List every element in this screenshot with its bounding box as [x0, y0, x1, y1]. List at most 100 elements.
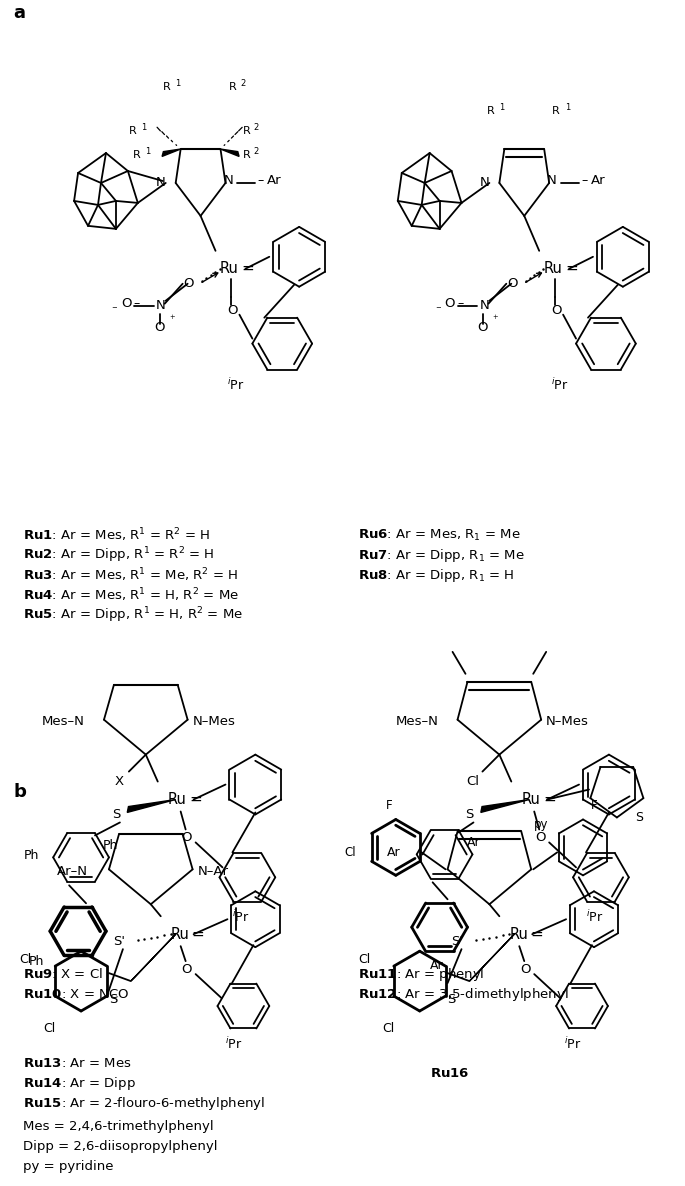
Text: Mes–N: Mes–N — [42, 715, 85, 728]
Text: N: N — [155, 299, 166, 312]
Text: 2: 2 — [253, 147, 259, 155]
Text: O: O — [153, 321, 164, 334]
Text: F: F — [591, 799, 597, 812]
Text: 1: 1 — [145, 147, 150, 155]
Text: =: = — [192, 926, 204, 942]
Text: R: R — [242, 149, 250, 160]
Text: Ru: Ru — [543, 261, 562, 276]
Text: O: O — [182, 831, 192, 844]
Text: Cl: Cl — [344, 846, 356, 859]
Text: $^{-}$: $^{-}$ — [111, 306, 118, 315]
Polygon shape — [221, 149, 239, 157]
Text: O: O — [477, 321, 488, 334]
Text: O: O — [521, 963, 531, 976]
Text: $\mathbf{Ru16}$: $\mathbf{Ru16}$ — [429, 1067, 469, 1080]
Text: O: O — [121, 298, 132, 311]
Polygon shape — [470, 935, 514, 981]
Text: Ar: Ar — [267, 174, 282, 187]
Text: S': S' — [451, 935, 464, 948]
Text: $\mathbf{Ru13}$: Ar = Mes: $\mathbf{Ru13}$: Ar = Mes — [23, 1058, 132, 1071]
Text: Ru: Ru — [171, 926, 190, 942]
Text: $\mathbf{Ru15}$: Ar = 2-flouro-6-methylphenyl: $\mathbf{Ru15}$: Ar = 2-flouro-6-methylp… — [23, 1096, 265, 1112]
Text: R: R — [133, 149, 140, 160]
Text: Cl: Cl — [466, 776, 479, 788]
Text: N–Mes: N–Mes — [546, 715, 589, 728]
Text: $^{i}$Pr: $^{i}$Pr — [227, 377, 245, 394]
Text: Cl: Cl — [43, 1022, 55, 1035]
Text: N: N — [547, 174, 557, 187]
Text: Ar: Ar — [387, 846, 401, 859]
Text: Ru: Ru — [219, 261, 238, 276]
Text: S: S — [447, 993, 456, 1006]
Text: R: R — [229, 82, 236, 93]
Text: Cl: Cl — [19, 952, 32, 965]
Text: $\mathbf{Ru3}$: Ar = Mes, R$^1$ = Me, R$^2$ = H: $\mathbf{Ru3}$: Ar = Mes, R$^1$ = Me, R$… — [23, 566, 238, 584]
Text: S': S' — [113, 935, 125, 948]
Text: 2: 2 — [253, 122, 259, 132]
Text: $\mathbf{Ru5}$: Ar = Dipp, R$^1$ = H, R$^2$ = Me: $\mathbf{Ru5}$: Ar = Dipp, R$^1$ = H, R$… — [23, 605, 244, 625]
Text: =: = — [530, 926, 543, 942]
Text: Ru: Ru — [521, 792, 540, 806]
Polygon shape — [162, 149, 181, 157]
Text: R: R — [163, 82, 171, 93]
Text: $^{-}$: $^{-}$ — [434, 306, 442, 315]
Text: $\mathbf{Ru10}$: X = NCO: $\mathbf{Ru10}$: X = NCO — [23, 988, 129, 1001]
Text: S: S — [112, 808, 121, 821]
Text: $\mathbf{Ru12}$: Ar = 3,5-dimethylphenyl: $\mathbf{Ru12}$: Ar = 3,5-dimethylphenyl — [358, 986, 569, 1002]
Text: R: R — [129, 126, 136, 136]
Text: X: X — [115, 776, 124, 788]
Text: $^{i}$Pr: $^{i}$Pr — [225, 1037, 243, 1052]
Text: R: R — [552, 106, 560, 116]
Text: =: = — [565, 261, 578, 276]
Text: $^{i}$Pr: $^{i}$Pr — [551, 377, 569, 394]
Text: N: N — [479, 299, 489, 312]
Text: $^{+}$: $^{+}$ — [493, 314, 499, 325]
Text: 1: 1 — [499, 103, 505, 111]
Text: Ar: Ar — [591, 174, 606, 187]
Text: 1: 1 — [141, 122, 146, 132]
Text: R: R — [486, 106, 494, 116]
Text: Ph: Ph — [28, 955, 44, 968]
Text: S: S — [635, 811, 643, 824]
Text: =: = — [190, 792, 202, 806]
Polygon shape — [127, 799, 175, 812]
Text: O: O — [508, 278, 518, 291]
Text: N: N — [479, 177, 489, 190]
Text: $^{+}$: $^{+}$ — [169, 314, 175, 325]
Text: a: a — [13, 5, 25, 23]
Text: $\mathbf{Ru11}$: Ar = phenyl: $\mathbf{Ru11}$: Ar = phenyl — [358, 965, 484, 983]
Text: N–Mes: N–Mes — [192, 715, 236, 728]
Text: 1: 1 — [565, 103, 571, 111]
Text: N–Ar: N–Ar — [197, 865, 229, 878]
Text: $\mathbf{Ru7}$: Ar = Dipp, R$_1$ = Me: $\mathbf{Ru7}$: Ar = Dipp, R$_1$ = Me — [358, 547, 525, 563]
Text: O: O — [184, 278, 194, 291]
Text: Cl: Cl — [382, 1022, 394, 1035]
Text: O: O — [182, 963, 192, 976]
Text: Mes–N: Mes–N — [396, 715, 438, 728]
Text: $\mathbf{Ru14}$: Ar = Dipp: $\mathbf{Ru14}$: Ar = Dipp — [23, 1076, 136, 1092]
Text: F: F — [386, 799, 393, 812]
Text: $\mathbf{Ru9}$: X = Cl: $\mathbf{Ru9}$: X = Cl — [23, 967, 103, 981]
Text: Ar: Ar — [429, 958, 443, 971]
Text: $^{i}$Pr: $^{i}$Pr — [564, 1037, 582, 1052]
Text: Ar: Ar — [466, 836, 480, 849]
Text: Ru: Ru — [168, 792, 186, 806]
Text: =: = — [241, 261, 254, 276]
Text: N: N — [223, 174, 233, 187]
Text: 1: 1 — [175, 78, 180, 88]
Text: O: O — [227, 304, 238, 317]
Text: S: S — [109, 993, 117, 1006]
Text: =: = — [543, 792, 556, 806]
Text: –: – — [581, 174, 587, 187]
Text: O: O — [445, 298, 455, 311]
Text: Ru: Ru — [510, 926, 528, 942]
Text: Mes = 2,4,6-trimethylphenyl: Mes = 2,4,6-trimethylphenyl — [23, 1121, 214, 1134]
Text: $\mathbf{Ru1}$: Ar = Mes, R$^1$ = R$^2$ = H: $\mathbf{Ru1}$: Ar = Mes, R$^1$ = R$^2$ … — [23, 527, 210, 544]
Text: $\mathbf{Ru4}$: Ar = Mes, R$^1$ = H, R$^2$ = Me: $\mathbf{Ru4}$: Ar = Mes, R$^1$ = H, R$^… — [23, 586, 239, 604]
Text: O: O — [551, 304, 562, 317]
Text: S: S — [466, 808, 474, 821]
Text: Ar–N: Ar–N — [57, 865, 88, 878]
Text: –: – — [134, 298, 140, 311]
Text: $\mathbf{Ru2}$: Ar = Dipp, R$^1$ = R$^2$ = H: $\mathbf{Ru2}$: Ar = Dipp, R$^1$ = R$^2$… — [23, 546, 215, 565]
Text: Ph: Ph — [23, 849, 38, 862]
